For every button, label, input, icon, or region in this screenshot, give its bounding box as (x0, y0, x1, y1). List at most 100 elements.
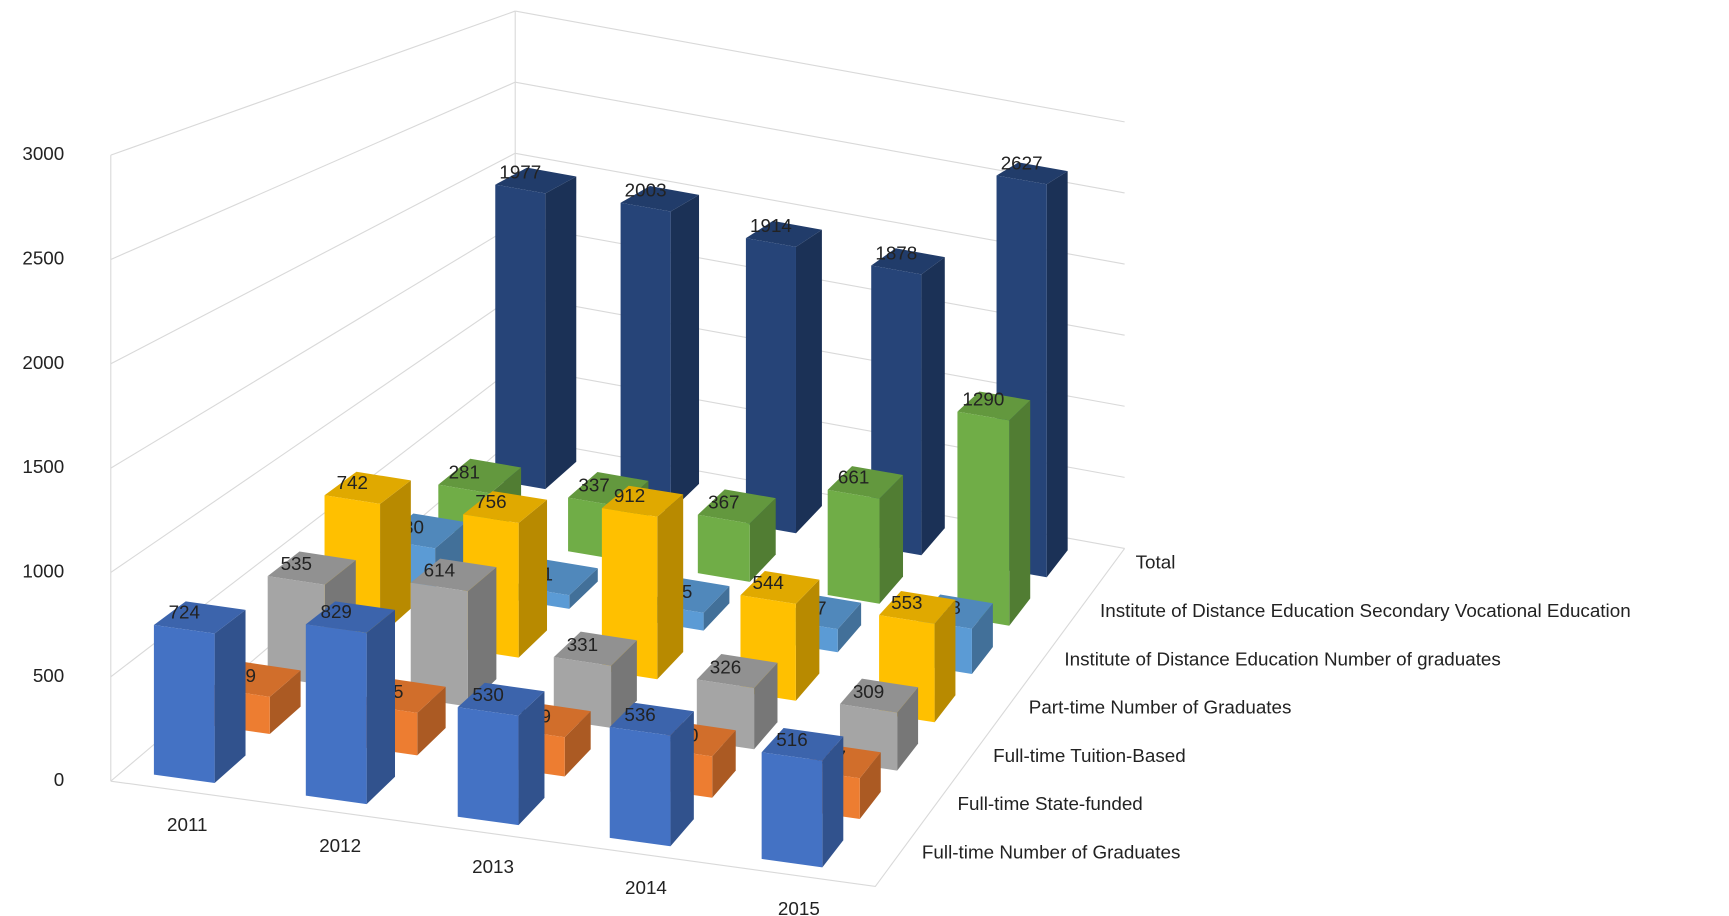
bar-side (269, 670, 301, 735)
bar-side (214, 609, 246, 784)
legend-label: Full-time Number of Graduates (922, 841, 1180, 862)
bar-side (569, 568, 598, 609)
grid-line (110, 295, 516, 573)
bar-side (670, 194, 700, 512)
x-tick-label: 2012 (319, 835, 361, 856)
bar-side (749, 498, 776, 582)
plot: 0 500 1000 1500 2000 2500 3000 2011 2012 2013 2014… (22, 10, 1631, 916)
bar-top (879, 591, 956, 624)
bar-side (795, 229, 822, 534)
y-tick-label: 0 (54, 769, 64, 790)
bar-side (795, 579, 820, 701)
y-tick-label: 1500 (22, 456, 64, 477)
bar-side (670, 711, 694, 847)
bar-top (957, 391, 1031, 421)
value-label: 309 (853, 681, 884, 702)
y-tick-label: 2000 (22, 352, 64, 373)
x-tick-label: 2015 (778, 898, 820, 916)
x-tick-label: 2013 (472, 856, 514, 877)
bar-top (267, 551, 356, 585)
bar-top (601, 485, 684, 517)
legend-label: Institute of Distance Education Number o… (1064, 648, 1500, 669)
grid-line (515, 10, 1125, 123)
bar-side (366, 609, 396, 805)
bar-top (697, 489, 776, 524)
bar-top (457, 682, 545, 716)
bar (745, 238, 796, 534)
bar (305, 624, 367, 805)
legend-label: Full-time Tuition-Based (993, 745, 1186, 766)
bar (609, 727, 671, 847)
value-label: 530 (472, 684, 503, 705)
bar-side (822, 736, 844, 868)
bar-top (996, 162, 1068, 185)
bar-side (1046, 171, 1068, 578)
value-label: 742 (337, 472, 368, 493)
value-label: 2003 (625, 180, 667, 201)
bar-top (463, 491, 548, 523)
bar-top (305, 601, 396, 633)
bar (957, 411, 1010, 626)
bar-side (971, 603, 993, 674)
y-tick-label: 3000 (22, 143, 64, 164)
bar (457, 707, 519, 826)
bar (495, 184, 546, 490)
bar-top (553, 631, 637, 666)
value-label: 2627 (1001, 152, 1043, 173)
bar-side (837, 602, 862, 653)
value-label: 724 (169, 602, 200, 623)
bar (601, 508, 658, 680)
bar (153, 625, 215, 784)
value-label: 281 (449, 462, 480, 483)
value-label: 326 (710, 656, 741, 677)
bar (620, 202, 671, 512)
grid-line (110, 10, 516, 156)
value-label: 1977 (499, 161, 541, 182)
bar-side (859, 752, 881, 820)
bar-side (380, 480, 411, 637)
grid-line (110, 152, 516, 365)
bar-side (897, 687, 919, 771)
legend-label: Institute of Distance Education Secondar… (1100, 600, 1631, 621)
bar-top (761, 727, 844, 761)
y-tick-label: 1000 (22, 560, 64, 581)
value-label: 1878 (875, 242, 917, 263)
value-label: 516 (776, 729, 807, 750)
y-tick-label: 2500 (22, 247, 64, 268)
bar-side (754, 662, 778, 750)
bar-top (740, 570, 820, 604)
bar-side (417, 686, 446, 756)
bar-side (518, 691, 545, 826)
x-tick-label: 2011 (167, 814, 208, 835)
value-label: 367 (708, 492, 739, 513)
bar (827, 489, 880, 604)
bar-top (495, 167, 577, 194)
bar-side (712, 730, 736, 798)
bar-side (657, 494, 684, 680)
value-label: 544 (752, 572, 783, 593)
grid-line (110, 223, 516, 469)
bar-top (438, 458, 522, 494)
bar-top (871, 248, 945, 275)
value-label: 661 (838, 467, 869, 488)
bar-side (879, 474, 904, 604)
value-label: 535 (281, 553, 312, 574)
bar-side (703, 586, 730, 631)
bar-side (921, 257, 945, 556)
value-label: 912 (614, 485, 645, 506)
bar-top (410, 558, 497, 592)
legend-label: Part-time Number of Graduates (1029, 697, 1292, 718)
bar-side (545, 176, 577, 490)
bar-side (564, 711, 591, 777)
value-label: 1914 (750, 215, 792, 236)
bar (410, 582, 468, 707)
value-label: 331 (567, 634, 598, 655)
value-label: 536 (624, 704, 655, 725)
bar-top (745, 220, 822, 247)
y-tick-label: 500 (33, 665, 64, 686)
bar-top (696, 654, 778, 689)
legend-label: Full-time State-funded (958, 793, 1143, 814)
floor-edge (110, 548, 1126, 887)
bar (697, 514, 750, 582)
